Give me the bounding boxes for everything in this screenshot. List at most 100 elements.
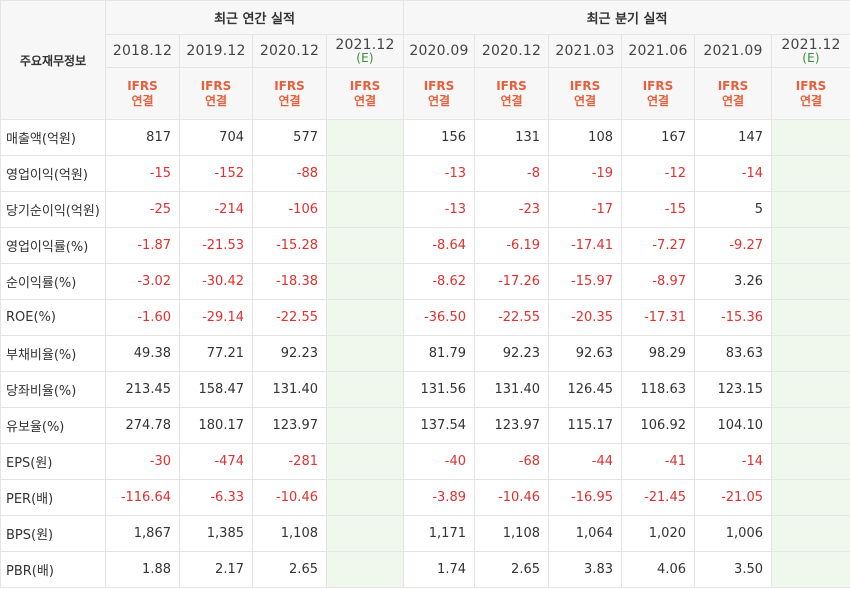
- value-cell: -17.26: [474, 263, 549, 300]
- estimate-cell: [326, 407, 404, 444]
- period-label: 2021.12: [781, 37, 841, 53]
- estimate-cell: [326, 227, 404, 264]
- value-cell: -40: [403, 443, 475, 480]
- quarter-period-header: 2021.12 (E): [770, 34, 850, 68]
- value-cell: -30.42: [179, 263, 253, 300]
- value-cell: -15.97: [548, 263, 622, 300]
- accounting-standard: IFRS 연결: [548, 67, 622, 120]
- row-label: 부채비율(%): [0, 335, 106, 372]
- standard-line1: IFRS: [274, 78, 305, 93]
- value-cell: 147: [694, 119, 772, 156]
- value-cell: 137.54: [403, 407, 475, 444]
- value-cell: -1.60: [105, 299, 180, 336]
- estimate-cell: [770, 299, 850, 336]
- value-cell: -3.89: [403, 479, 475, 516]
- value-cell: -21.05: [694, 479, 772, 516]
- accounting-standard: IFRS 연결: [474, 67, 549, 120]
- annual-group-header: 최근 연간 실적: [105, 0, 404, 35]
- annual-period-header: 2020.12: [252, 34, 327, 68]
- value-cell: -8.64: [403, 227, 475, 264]
- value-cell: -22.55: [252, 299, 327, 336]
- value-cell: 81.79: [403, 335, 475, 372]
- standard-line1: IFRS: [423, 78, 455, 93]
- row-label: 순이익률(%): [0, 263, 106, 300]
- table-row: PBR(배) 1.88 2.17 2.65 1.74 2.65 3.83 4.06 3.50: [0, 551, 850, 588]
- accounting-standard: IFRS 연결: [326, 67, 404, 120]
- estimate-cell: [770, 407, 850, 444]
- estimate-cell: [770, 551, 850, 588]
- value-cell: 274.78: [105, 407, 180, 444]
- value-cell: -22.55: [474, 299, 549, 336]
- table-row: 당좌비율(%) 213.45 158.47 131.40 131.56 131.40 126…: [0, 371, 850, 408]
- row-label: BPS(원): [0, 515, 106, 552]
- value-cell: -7.27: [621, 227, 695, 264]
- estimate-cell: [326, 443, 404, 480]
- accounting-standard: IFRS 연결: [770, 67, 850, 120]
- value-cell: -214: [179, 191, 253, 228]
- table-row: 영업이익(억원) -15 -152 -88 -13 -8 -19 -12 -14: [0, 155, 850, 192]
- table-row: 순이익률(%) -3.02 -30.42 -18.38 -8.62 -17.26 -15.9…: [0, 263, 850, 300]
- value-cell: 817: [105, 119, 180, 156]
- estimate-cell: [770, 155, 850, 192]
- value-cell: 131.40: [474, 371, 549, 408]
- period-label: 2021.12: [335, 37, 395, 53]
- period-label: 2021.03: [555, 43, 615, 59]
- value-cell: -8.62: [403, 263, 475, 300]
- value-cell: -9.27: [694, 227, 772, 264]
- value-cell: -116.64: [105, 479, 180, 516]
- row-label: 매출액(억원): [0, 119, 106, 156]
- value-cell: -21.53: [179, 227, 253, 264]
- annual-period-header: 2019.12: [179, 34, 253, 68]
- value-cell: -12: [621, 155, 695, 192]
- value-cell: 49.38: [105, 335, 180, 372]
- quarter-period-header: 2021.06: [621, 34, 695, 68]
- value-cell: 167: [621, 119, 695, 156]
- value-cell: -3.02: [105, 263, 180, 300]
- corner-label: 주요재무정보: [0, 0, 106, 120]
- value-cell: -106: [252, 191, 327, 228]
- value-cell: 106.92: [621, 407, 695, 444]
- accounting-standard: IFRS 연결: [403, 67, 475, 120]
- value-cell: 213.45: [105, 371, 180, 408]
- value-cell: 104.10: [694, 407, 772, 444]
- accounting-standard: IFRS 연결: [621, 67, 695, 120]
- value-cell: 131.56: [403, 371, 475, 408]
- value-cell: -10.46: [474, 479, 549, 516]
- estimate-cell: [326, 479, 404, 516]
- standard-line2: 연결: [204, 93, 228, 108]
- value-cell: 1,006: [694, 515, 772, 552]
- value-cell: 4.06: [621, 551, 695, 588]
- standard-line2: 연결: [573, 93, 597, 108]
- table-row: 당기순이익(억원) -25 -214 -106 -13 -23 -17 -15 5: [0, 191, 850, 228]
- value-cell: 2.17: [179, 551, 253, 588]
- value-cell: 2.65: [474, 551, 549, 588]
- standard-line2: 연결: [721, 93, 745, 108]
- period-label: 2021.09: [703, 43, 763, 59]
- standard-line1: IFRS: [200, 78, 232, 93]
- standard-line2: 연결: [353, 93, 377, 108]
- value-cell: 131.40: [252, 371, 327, 408]
- value-cell: -152: [179, 155, 253, 192]
- value-cell: 180.17: [179, 407, 253, 444]
- value-cell: -17: [548, 191, 622, 228]
- standard-line1: IFRS: [349, 78, 381, 93]
- value-cell: 77.21: [179, 335, 253, 372]
- standard-line2: 연결: [427, 93, 451, 108]
- value-cell: 158.47: [179, 371, 253, 408]
- value-cell: -13: [403, 155, 475, 192]
- estimate-cell: [770, 443, 850, 480]
- period-label: 2020.12: [481, 43, 542, 59]
- period-label: 2018.12: [112, 43, 173, 59]
- value-cell: 1.74: [403, 551, 475, 588]
- value-cell: 123.97: [474, 407, 549, 444]
- estimate-cell: [326, 335, 404, 372]
- standard-line1: IFRS: [127, 78, 158, 93]
- value-cell: -44: [548, 443, 622, 480]
- quarter-period-header: 2021.09: [694, 34, 772, 68]
- row-label: ROE(%): [0, 299, 106, 336]
- value-cell: -23: [474, 191, 549, 228]
- value-cell: -19: [548, 155, 622, 192]
- accounting-standard: IFRS 연결: [105, 67, 180, 120]
- estimate-cell: [326, 299, 404, 336]
